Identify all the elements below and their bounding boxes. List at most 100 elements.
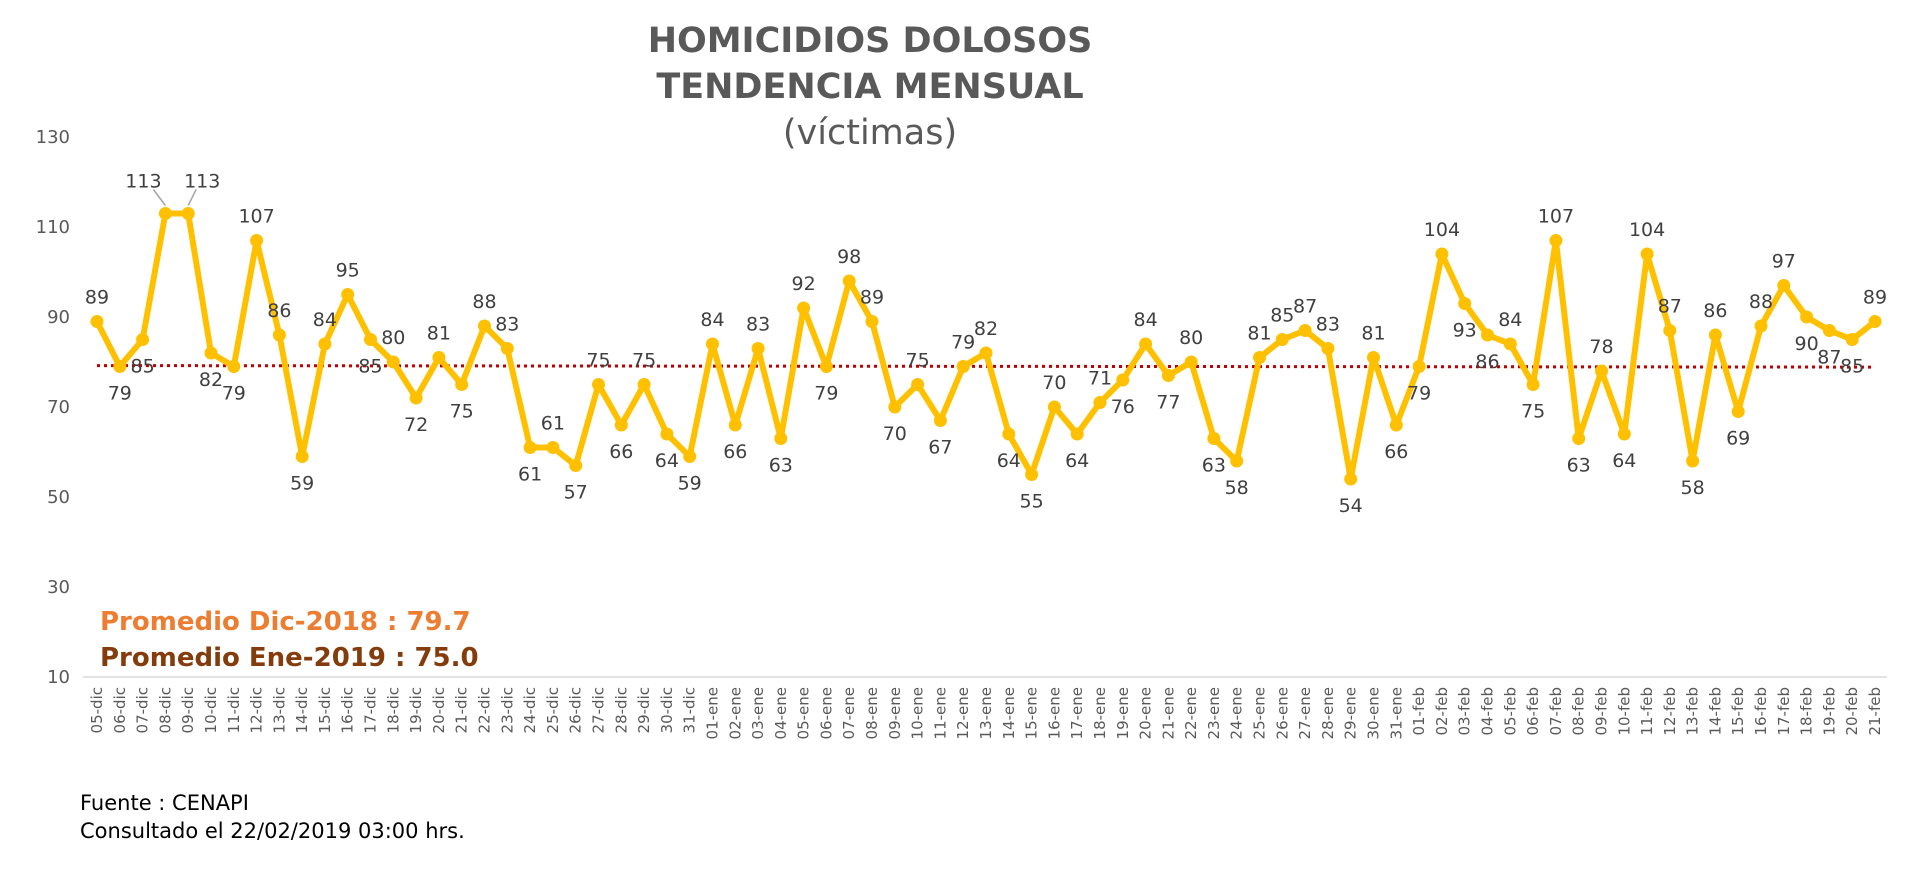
data-point bbox=[523, 441, 537, 454]
data-point bbox=[751, 342, 765, 355]
x-tick-label: 21-dic bbox=[453, 687, 471, 733]
data-label: 57 bbox=[564, 482, 588, 504]
data-label: 75 bbox=[450, 401, 474, 423]
x-tick-label: 09-dic bbox=[179, 687, 197, 733]
data-label: 86 bbox=[1703, 300, 1727, 322]
data-point bbox=[341, 288, 355, 301]
x-tick-label: 25-ene bbox=[1251, 687, 1269, 739]
data-label: 89 bbox=[1863, 287, 1887, 309]
data-label: 85 bbox=[131, 356, 155, 378]
data-point bbox=[1412, 360, 1426, 373]
x-tick-label: 02-feb bbox=[1433, 687, 1451, 736]
label-leader bbox=[187, 189, 197, 206]
data-label: 75 bbox=[1521, 401, 1545, 423]
data-label: 82 bbox=[199, 369, 223, 391]
x-tick-label: 09-ene bbox=[886, 687, 904, 739]
x-tick-label: 04-feb bbox=[1478, 687, 1496, 736]
x-tick-label: 19-feb bbox=[1820, 687, 1838, 736]
data-point bbox=[478, 319, 491, 333]
data-label: 75 bbox=[906, 350, 930, 372]
x-tick-label: 18-ene bbox=[1091, 687, 1109, 739]
data-label: 55 bbox=[1020, 491, 1044, 513]
data-point bbox=[432, 351, 446, 364]
y-tick-label: 90 bbox=[47, 307, 70, 328]
data-label: 54 bbox=[1339, 495, 1363, 517]
data-point bbox=[1116, 373, 1130, 387]
data-point bbox=[1389, 418, 1403, 432]
label-leader-lines bbox=[152, 189, 197, 206]
x-tick-label: 14-feb bbox=[1706, 687, 1724, 736]
data-point bbox=[1321, 342, 1335, 355]
data-label: 58 bbox=[1225, 477, 1249, 499]
y-tick-label: 110 bbox=[36, 217, 70, 238]
data-label: 80 bbox=[1179, 327, 1203, 349]
data-label: 84 bbox=[700, 309, 724, 331]
data-label: 69 bbox=[1726, 428, 1750, 450]
x-tick-label: 23-dic bbox=[498, 687, 516, 733]
data-point bbox=[1572, 432, 1586, 445]
x-tick-label: 28-ene bbox=[1319, 687, 1337, 739]
data-point bbox=[1503, 337, 1517, 351]
x-tick-label: 31-ene bbox=[1387, 687, 1405, 739]
x-tick-label: 02-ene bbox=[726, 687, 744, 739]
x-tick-label: 08-ene bbox=[863, 687, 881, 739]
data-point bbox=[1617, 427, 1631, 441]
x-tick-label: 08-feb bbox=[1570, 687, 1588, 736]
x-tick-label: 11-dic bbox=[225, 687, 243, 733]
x-tick-label: 17-feb bbox=[1775, 687, 1793, 736]
data-label: 61 bbox=[518, 464, 542, 486]
data-point bbox=[1458, 297, 1472, 310]
data-label: 83 bbox=[746, 314, 770, 336]
x-tick-label: 15-dic bbox=[316, 687, 334, 733]
data-label: 98 bbox=[837, 246, 861, 268]
x-tick-label: 13-dic bbox=[270, 687, 288, 733]
data-point bbox=[1275, 333, 1289, 346]
data-point bbox=[660, 427, 674, 441]
data-point bbox=[706, 337, 719, 351]
source-line: Fuente : CENAPI bbox=[80, 791, 249, 815]
data-label: 63 bbox=[769, 455, 793, 477]
x-tick-label: 15-ene bbox=[1023, 687, 1041, 739]
data-point bbox=[1663, 324, 1677, 337]
data-point bbox=[1708, 328, 1722, 342]
data-label: 90 bbox=[1795, 333, 1819, 355]
data-label: 81 bbox=[1247, 323, 1271, 345]
data-point bbox=[500, 342, 514, 355]
x-tick-label: 16-dic bbox=[339, 687, 357, 733]
data-label: 87 bbox=[1817, 347, 1841, 369]
data-point bbox=[842, 274, 856, 288]
x-tick-label: 12-dic bbox=[248, 687, 266, 733]
data-label: 79 bbox=[951, 332, 975, 354]
data-point bbox=[614, 418, 628, 432]
data-point bbox=[1731, 405, 1745, 418]
x-tick-label: 03-ene bbox=[749, 687, 767, 739]
data-label: 59 bbox=[290, 473, 314, 495]
data-point bbox=[250, 234, 264, 247]
data-label: 64 bbox=[997, 450, 1021, 472]
data-point bbox=[1595, 364, 1608, 378]
data-label: 107 bbox=[1538, 206, 1574, 228]
data-point bbox=[1868, 315, 1882, 328]
x-tick-label: 20-feb bbox=[1843, 687, 1861, 736]
x-tick-label: 18-dic bbox=[384, 687, 402, 733]
y-tick-label: 10 bbox=[47, 667, 70, 688]
data-label: 77 bbox=[1156, 392, 1180, 414]
data-point bbox=[979, 346, 993, 360]
data-points bbox=[90, 207, 1882, 486]
data-label: 61 bbox=[541, 413, 565, 435]
x-tick-label: 21-feb bbox=[1866, 687, 1884, 736]
data-point bbox=[1754, 319, 1768, 333]
x-tick-label: 21-ene bbox=[1159, 687, 1177, 739]
data-point bbox=[569, 459, 583, 472]
x-tick-label: 22-dic bbox=[476, 687, 494, 733]
data-label: 72 bbox=[404, 414, 428, 436]
data-label: 85 bbox=[1840, 356, 1864, 378]
data-label: 113 bbox=[184, 171, 220, 193]
x-tick-label: 12-feb bbox=[1661, 687, 1679, 736]
data-point bbox=[364, 333, 377, 346]
data-point bbox=[1230, 454, 1244, 468]
x-tick-label: 07-dic bbox=[134, 687, 152, 733]
x-tick-label: 07-feb bbox=[1547, 687, 1565, 736]
data-label: 84 bbox=[313, 309, 337, 331]
